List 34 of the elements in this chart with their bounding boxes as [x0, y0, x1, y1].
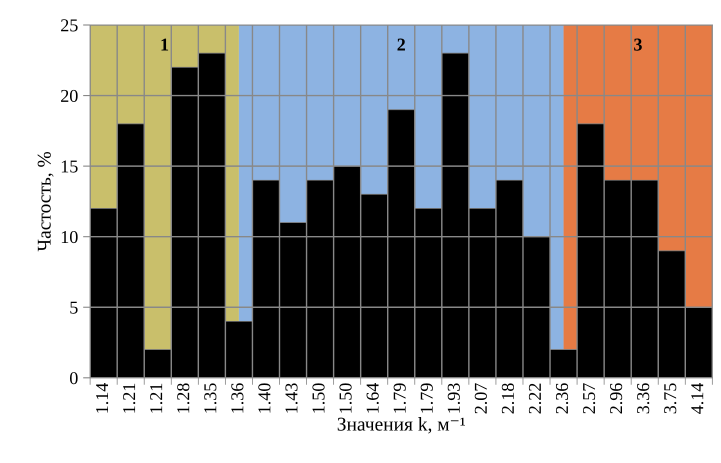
x-tick-label: 2.36	[556, 383, 568, 414]
y-tick-label: 20	[61, 90, 78, 102]
x-tick-label: 4.14	[691, 382, 704, 414]
x-tick-label: 2.22	[528, 384, 542, 414]
x-tick-label: 1.50	[312, 383, 325, 413]
band-label: 3	[634, 38, 642, 51]
x-tick-label: 1.36	[231, 383, 244, 413]
x-tick-label: 1.40	[258, 383, 271, 413]
x-axis-title: Значения k, м⁻¹	[338, 417, 465, 434]
x-tick-label: 2.96	[610, 383, 622, 414]
x-tick-label: 2.18	[502, 383, 514, 414]
x-tick-label: 1.35	[204, 383, 216, 413]
y-tick-label: 5	[70, 302, 78, 314]
x-tick-label: 3.75	[664, 383, 676, 414]
band-label: 2	[397, 38, 405, 51]
x-tick-label: 1.14	[96, 382, 108, 413]
x-tick-label: 2.07	[474, 383, 487, 414]
x-tick-label: 1.21	[123, 384, 136, 413]
x-tick-label: 1.21	[150, 384, 162, 413]
y-tick-label: 0	[70, 372, 78, 384]
x-tick-label: 1.93	[448, 383, 460, 413]
x-tick-label: 1.79	[394, 383, 406, 413]
x-tick-label: 1.28	[177, 383, 190, 413]
x-tick-label: 2.57	[582, 383, 596, 414]
x-tick-label: 3.36	[637, 383, 650, 414]
x-tick-label: 1.50	[339, 383, 352, 413]
y-tick-label: 10	[62, 230, 78, 244]
y-tick-label: 25	[61, 19, 78, 32]
y-axis-title: Частость, %	[38, 152, 54, 252]
x-tick-label: 1.43	[285, 383, 298, 413]
y-tick-label: 15	[62, 160, 78, 173]
x-tick-label: 1.79	[420, 383, 433, 413]
band-label: 1	[161, 38, 168, 51]
x-tick-label: 1.64	[366, 382, 379, 413]
